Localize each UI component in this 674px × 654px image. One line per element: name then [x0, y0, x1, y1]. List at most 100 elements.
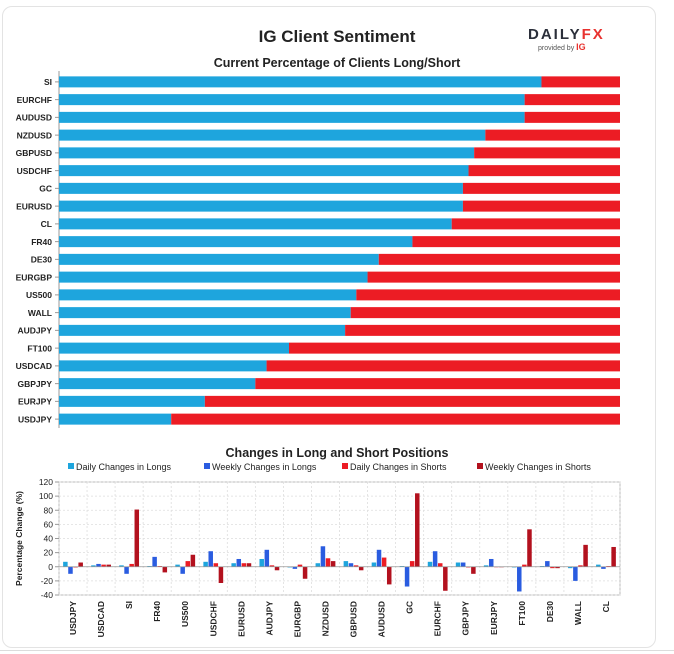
x-tick-label: EURGBP	[292, 601, 302, 638]
category-label: GBPJPY	[18, 379, 53, 389]
legend-label: Weekly Changes in Longs	[212, 462, 317, 472]
long-bar-usdjpy	[59, 413, 172, 425]
y-tick-label: 100	[39, 491, 53, 501]
short-bar-eurgbp	[367, 271, 620, 283]
long-bar-gbpusd	[59, 147, 475, 159]
legend-daily-longs: Daily Changes in Longs	[68, 462, 171, 472]
category-label: FR40	[31, 237, 52, 247]
daily-long-bar	[455, 562, 461, 567]
y-tick-label: 80	[44, 505, 54, 515]
weekly-short-bar	[527, 529, 532, 567]
short-bar-eurchf	[524, 94, 620, 106]
legend-swatch	[204, 463, 210, 469]
long-short-percentage-chart: SI EURCHF AUDUSD NZDUSD GBPUSD USDCHF GC EURUSD…	[16, 71, 621, 428]
weekly-short-bar	[611, 546, 616, 567]
weekly-short-bar	[358, 566, 364, 571]
daily-short-bar	[522, 564, 527, 567]
daily-short-bar	[213, 563, 219, 567]
x-tick-label: WALL	[573, 601, 583, 625]
divider	[0, 650, 674, 651]
weekly-long-bar	[180, 566, 185, 574]
daily-short-bar	[550, 566, 555, 569]
weekly-long-bar	[68, 566, 73, 574]
weekly-short-bar	[302, 566, 308, 579]
logo-tagline: provided by IG	[538, 42, 586, 52]
chart1-title: Current Percentage of Clients Long/Short	[213, 56, 461, 70]
short-bar-wall	[350, 307, 620, 319]
weekly-long-bar	[488, 558, 494, 567]
weekly-short-bar	[443, 566, 448, 591]
logo-wordmark: DAILYFX	[528, 26, 605, 43]
daily-short-bar	[578, 565, 583, 567]
category-label: EURJPY	[18, 397, 52, 407]
legend-swatch	[68, 463, 74, 469]
category-label: USDJPY	[18, 414, 52, 424]
y-axis-label: Percentage Change (%)	[14, 491, 24, 586]
weekly-long-bar	[124, 566, 129, 574]
daily-short-bar	[353, 565, 359, 567]
x-tick-label: AUDUSD	[377, 601, 387, 637]
weekly-long-bar	[292, 566, 298, 569]
weekly-long-bar	[432, 551, 438, 567]
weekly-long-bar	[573, 566, 578, 581]
x-tick-label: CL	[601, 601, 611, 612]
weekly-long-bar	[348, 563, 354, 567]
long-bar-eurjpy	[59, 395, 205, 407]
daily-long-bar	[91, 565, 96, 567]
x-tick-label: FR40	[152, 601, 162, 622]
category-label: FT100	[27, 343, 52, 353]
weekly-long-bar	[517, 566, 522, 592]
x-tick-label: EURUSD	[236, 601, 246, 637]
weekly-long-bar	[96, 563, 101, 567]
daily-long-bar	[119, 565, 124, 567]
x-tick-label: DE30	[545, 601, 555, 623]
daily-short-bar	[129, 563, 134, 567]
y-tick-label: 120	[39, 477, 53, 487]
short-bar-si	[541, 76, 620, 88]
daily-short-bar	[185, 561, 191, 567]
legend-swatch	[477, 463, 483, 469]
daily-short-bar	[241, 563, 247, 567]
daily-long-bar	[63, 561, 68, 567]
x-tick-label: EURCHF	[433, 601, 443, 636]
weekly-short-bar	[415, 493, 420, 567]
weekly-short-bar	[274, 566, 280, 571]
y-tick-label: -20	[41, 576, 54, 586]
long-bar-gbpjpy	[59, 378, 256, 390]
weekly-short-bar	[190, 554, 196, 567]
x-tick-label: GC	[405, 601, 415, 614]
long-bar-si	[59, 76, 542, 88]
long-bar-eurchf	[59, 94, 525, 106]
chart2-title: Changes in Long and Short Positions	[225, 446, 449, 460]
daily-long-bar	[175, 564, 180, 567]
long-bar-wall	[59, 307, 351, 319]
long-bar-eurusd	[59, 200, 463, 212]
weekly-short-bar	[330, 561, 336, 567]
legend-label: Daily Changes in Shorts	[350, 462, 447, 472]
short-bar-audusd	[524, 111, 620, 123]
legend-label: Daily Changes in Longs	[76, 462, 172, 472]
daily-long-bar	[568, 566, 573, 569]
weekly-short-bar	[78, 562, 83, 567]
short-bar-eurusd	[462, 200, 620, 212]
page-title: IG Client Sentiment	[258, 27, 416, 46]
category-label: DE30	[31, 255, 53, 265]
x-tick-label: AUDJPY	[264, 601, 274, 636]
weekly-short-bar	[471, 566, 476, 574]
daily-short-bar	[437, 563, 443, 567]
daily-long-bar	[259, 558, 264, 567]
weekly-short-bar	[218, 566, 224, 583]
weekly-long-bar	[376, 549, 382, 567]
category-label: AUDUSD	[16, 113, 52, 123]
short-bar-gc	[462, 182, 620, 194]
dailyfx-logo: DAILYFX provided by IG	[528, 26, 618, 52]
long-bar-fr40	[59, 236, 413, 248]
x-tick-label: GBPUSD	[349, 601, 359, 637]
category-label: USDCHF	[17, 166, 52, 176]
weekly-long-bar	[152, 556, 157, 567]
long-bar-usdchf	[59, 165, 469, 177]
y-tick-label: 40	[44, 534, 54, 544]
short-bar-audjpy	[345, 324, 620, 336]
daily-long-bar	[203, 561, 208, 567]
x-tick-label: USDJPY	[68, 601, 78, 635]
